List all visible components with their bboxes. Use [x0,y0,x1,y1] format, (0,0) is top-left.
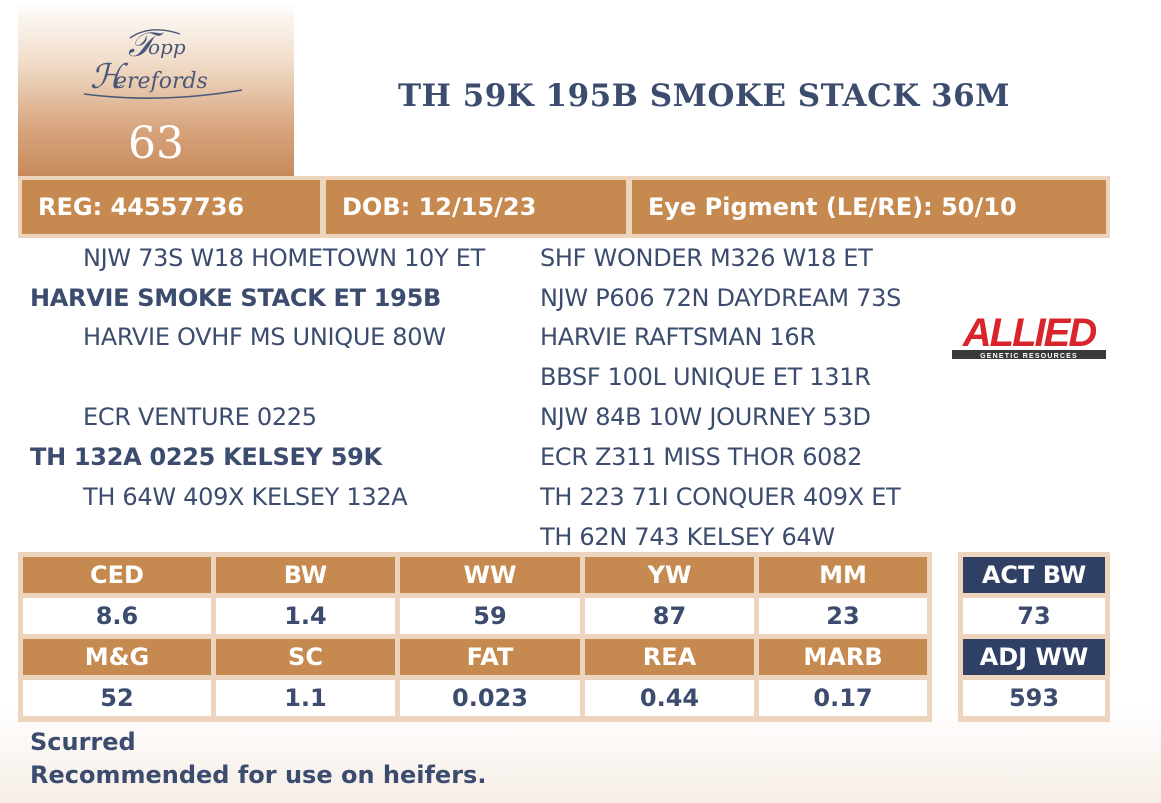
epd-header-yw: YW [585,557,754,593]
epd-value-marb: 0.17 [759,680,927,716]
dam-sire: ECR VENTURE 0225 [83,403,317,431]
act-bw-header-row: ACT BW [963,557,1105,593]
epd-header-row: CED BW WW YW MM [23,557,927,593]
sire-sire: NJW 73S W18 HOMETOWN 10Y ET [83,244,485,272]
epd-header-fat: FAT [400,639,580,675]
epd-header-rea: REA [585,639,754,675]
act-bw-value: 73 [963,598,1105,634]
background-fade [0,708,1161,803]
act-bw-value-row: 73 [963,598,1105,634]
dam-dam: TH 64W 409X KELSEY 132A [83,483,408,511]
epd-value-bw: 1.4 [216,598,395,634]
epd-header-bw: BW [216,557,395,593]
epd-header-mg: M&G [23,639,211,675]
eye-pigment: Eye Pigment (LE/RE): 50/10 [632,180,1106,234]
date-of-birth: DOB: 12/15/23 [326,180,626,234]
topp-herefords-logo: 𝒯 opp ℋ erefords [83,25,243,99]
svg-text:GENETIC RESOURCES: GENETIC RESOURCES [980,353,1078,360]
pedigree-ancestor: NJW P606 72N DAYDREAM 73S [540,284,902,312]
adj-ww-value-row: 593 [963,680,1105,716]
svg-text:erefords: erefords [114,69,208,94]
pedigree-ancestor: ECR Z311 MISS THOR 6082 [540,443,863,471]
sire-dam: HARVIE OVHF MS UNIQUE 80W [83,323,446,351]
epd-value-row: 8.6 1.4 59 87 23 [23,598,927,634]
allied-genetic-resources-logo: ALLIED GENETIC RESOURCES [952,311,1106,360]
animal-name: TH 59K 195B SMOKE STACK 36M [398,78,1010,114]
epd-value-sc: 1.1 [216,680,395,716]
actual-weights-box: ACT BW 73 ADJ WW 593 [958,552,1110,722]
epd-table: CED BW WW YW MM 8.6 1.4 59 87 23 M&G SC … [18,552,932,722]
lot-box: 𝒯 opp ℋ erefords 63 [18,0,294,176]
pedigree-ancestor: BBSF 100L UNIQUE ET 131R [540,363,871,391]
epd-value-ww: 59 [400,598,580,634]
epd-value-mg: 52 [23,680,211,716]
epd-value-yw: 87 [585,598,754,634]
epd-header-sc: SC [216,639,395,675]
pedigree-ancestor: HARVIE RAFTSMAN 16R [540,323,816,351]
adj-ww-value: 593 [963,680,1105,716]
epd-header-ced: CED [23,557,211,593]
pedigree-ancestor: TH 62N 743 KELSEY 64W [540,523,835,551]
registration-number: REG: 44557736 [22,180,320,234]
svg-text:opp: opp [148,35,186,59]
adj-ww-label: ADJ WW [963,639,1105,675]
epd-value-ced: 8.6 [23,598,211,634]
act-bw-label: ACT BW [963,557,1105,593]
note-polled-status: Scurred [30,728,136,756]
epd-header-ww: WW [400,557,580,593]
epd-header-marb: MARB [759,639,927,675]
svg-text:ℋ: ℋ [90,57,129,97]
epd-value-mm: 23 [759,598,927,634]
pedigree-ancestor: SHF WONDER M326 W18 ET [540,244,873,272]
pedigree-ancestor: TH 223 71I CONQUER 409X ET [540,483,901,511]
epd-value-fat: 0.023 [400,680,580,716]
epd-header-row: M&G SC FAT REA MARB [23,639,927,675]
epd-value-rea: 0.44 [585,680,754,716]
lot-number: 63 [128,118,184,169]
adj-ww-header-row: ADJ WW [963,639,1105,675]
info-bar: REG: 44557736 DOB: 12/15/23 Eye Pigment … [18,176,1110,238]
note-recommendation: Recommended for use on heifers. [30,761,487,789]
dam: TH 132A 0225 KELSEY 59K [30,443,382,471]
epd-header-mm: MM [759,557,927,593]
sire: HARVIE SMOKE STACK ET 195B [30,284,441,312]
pedigree-ancestor: NJW 84B 10W JOURNEY 53D [540,403,871,431]
svg-text:ALLIED: ALLIED [962,311,1097,355]
epd-value-row: 52 1.1 0.023 0.44 0.17 [23,680,927,716]
